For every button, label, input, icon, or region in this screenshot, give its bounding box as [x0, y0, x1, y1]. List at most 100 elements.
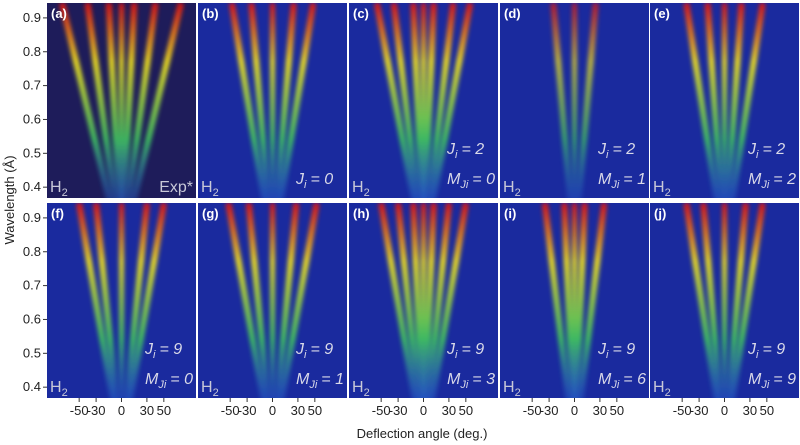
x-tick-label: -50 [70, 403, 89, 418]
heatmap [228, 3, 317, 198]
panel-label: (b) [202, 6, 219, 21]
symbol: J [446, 141, 456, 158]
annotation: Ji = 2 [747, 141, 785, 161]
molecule: H2 [352, 379, 370, 399]
intensity-streak [121, 3, 138, 198]
panel-label: (g) [202, 206, 219, 221]
molecule: H2 [201, 179, 219, 199]
molecule-sub: 2 [364, 387, 370, 399]
value: = 1 [321, 371, 344, 388]
molecule-symbol: H [503, 179, 515, 196]
intensity-streak [683, 203, 720, 398]
annotation: Ji = 2 [597, 141, 635, 161]
annotation: Ji = 9 [597, 341, 635, 361]
annotation: Ji = 2 [446, 141, 484, 161]
panel-label: (a) [51, 6, 67, 21]
annotation: MJi = 9 [748, 371, 796, 391]
molecule-sub: 2 [515, 387, 521, 399]
molecule: H2 [50, 379, 68, 399]
molecule-symbol: H [50, 179, 62, 196]
symbol: J [144, 341, 154, 358]
x-tick-label: -50 [523, 403, 542, 418]
x-tick-label: 50 [760, 403, 774, 418]
subscript: Ji [610, 179, 620, 191]
molecule: H2 [503, 379, 521, 399]
intensity-streak [279, 203, 320, 398]
intensity-streak [274, 203, 300, 398]
intensity-streak [248, 3, 271, 198]
x-tick-label: 0 [721, 403, 728, 418]
molecule-sub: 2 [665, 187, 671, 199]
subscript: i [606, 149, 609, 161]
symbol: J [446, 341, 456, 358]
x-tick-label: -30 [690, 403, 709, 418]
x-tick-label: 50 [459, 403, 473, 418]
intensity-streak [84, 3, 118, 198]
note: Exp* [159, 179, 193, 196]
value: = 9 [762, 341, 785, 358]
value: = 0 [472, 171, 495, 188]
annotation: MJi = 6 [598, 371, 646, 391]
heatmap [541, 203, 608, 398]
value: = 9 [159, 341, 182, 358]
intensity-streak [410, 203, 425, 398]
molecule-sub: 2 [62, 387, 68, 399]
intensity-streak [550, 3, 573, 198]
intensity-streak [125, 3, 159, 198]
x-tick-label: 0 [571, 403, 578, 418]
heatmap [683, 203, 766, 398]
intensity-streak [429, 203, 469, 398]
subscript: i [455, 149, 458, 161]
value: = 2 [612, 141, 635, 158]
annotation: Ji = 9 [144, 341, 182, 361]
x-tick-label: -50 [673, 403, 692, 418]
heatmap [550, 3, 599, 198]
y-axis-label: Wavelength (Å) [2, 155, 17, 244]
x-tick-label: 50 [157, 403, 171, 418]
x-tick-label: -50 [372, 403, 391, 418]
y-tick-label: 0.5 [23, 345, 41, 360]
intensity-streak [683, 3, 720, 198]
y-tick-label: 0.4 [23, 179, 41, 194]
annotation: MJi = 0 [145, 371, 193, 391]
symbol: M [748, 171, 762, 188]
intensity-streak [274, 3, 297, 198]
molecule-symbol: H [653, 179, 665, 196]
intensity-streak [704, 3, 724, 198]
subscript: Ji [308, 379, 318, 391]
subscript: i [606, 349, 609, 361]
value: = 9 [310, 341, 333, 358]
annotation: Ji = 0 [295, 171, 333, 191]
annotation: MJi = 1 [296, 371, 344, 391]
heatmap [373, 3, 474, 198]
molecule-sub: 2 [213, 187, 219, 199]
value: = 0 [170, 371, 193, 388]
x-tick-label: -30 [87, 403, 106, 418]
symbol: J [295, 171, 305, 188]
intensity-streak [228, 3, 267, 198]
symbol: J [747, 141, 757, 158]
x-tick-label: 0 [420, 403, 427, 418]
intensity-streak [127, 203, 167, 398]
subscript: Ji [760, 379, 770, 391]
symbol: M [296, 371, 310, 388]
intensity-streak [105, 3, 122, 198]
x-tick-label: 0 [269, 403, 276, 418]
value: = 3 [472, 371, 495, 388]
molecule: H2 [352, 179, 370, 199]
intensity-streak [700, 203, 723, 398]
intensity-streak [93, 203, 119, 398]
intensity-streak [561, 203, 576, 398]
value: = 2 [461, 141, 484, 158]
y-tick-label: 0.8 [23, 44, 41, 59]
heatmap [683, 3, 766, 198]
symbol: M [598, 371, 612, 388]
subscript: i [153, 349, 156, 361]
intensity-streak [426, 203, 452, 398]
panel-label: (e) [654, 6, 670, 21]
intensity-streak [426, 3, 457, 198]
